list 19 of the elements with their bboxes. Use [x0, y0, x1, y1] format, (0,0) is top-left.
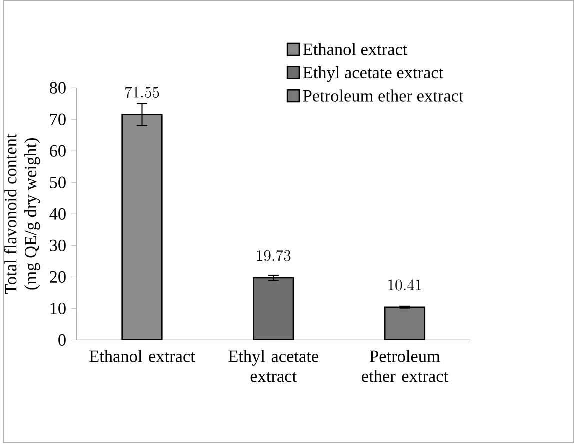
y-axis-title: Total flavonoid content (mg QE/g dry weight): [4, 134, 40, 294]
y-tick-label: 30: [50, 240, 66, 252]
y-tick-label: 80: [50, 82, 66, 94]
y-tick-label: 0: [58, 334, 66, 346]
legend-label: Ethanol extract: [303, 43, 408, 56]
y-tick-label: 50: [50, 177, 66, 189]
data-label: 71 .55: [125, 87, 160, 98]
y-tick-label: 60: [50, 146, 66, 158]
legend-label: Petroleum ether extract: [303, 90, 464, 102]
y-tick-label: 10: [50, 303, 66, 315]
legend-label: Ethyl acetate extract: [303, 66, 444, 82]
x-tick-label: Ethanol extract: [90, 350, 196, 363]
x-tick-label: Ethyl acetate extract: [228, 350, 319, 382]
y-tick-label: 20: [50, 272, 66, 284]
y-tick-label: 70: [50, 114, 66, 126]
data-label: 10.41: [388, 280, 422, 291]
data-label: 19.73: [257, 250, 291, 262]
y-tick-label: 40: [50, 208, 66, 220]
x-tick-label: Petroleum ether extract: [362, 350, 448, 382]
